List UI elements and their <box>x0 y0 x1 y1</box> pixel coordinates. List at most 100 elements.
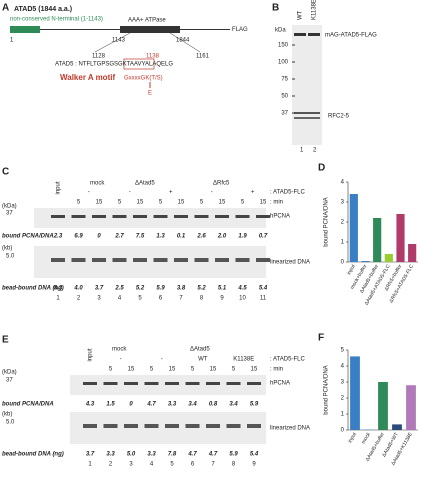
consensus: GxxxxGK(T/S) <box>124 76 163 82</box>
time: 15 <box>251 367 258 373</box>
band <box>308 33 320 36</box>
dna-value: 3.3 <box>147 452 156 458</box>
band <box>103 382 118 385</box>
lane-label: WT <box>298 10 304 20</box>
condition: - <box>88 190 90 196</box>
dna-value: 5.2 <box>197 286 206 292</box>
marker: 100 <box>278 60 289 66</box>
marker-unit: (kDa) <box>2 204 17 210</box>
pcna-value: 4.3 <box>85 402 95 408</box>
band-label: hPCNA <box>270 214 290 220</box>
band <box>112 258 127 262</box>
band <box>133 215 147 218</box>
band <box>71 215 86 218</box>
dna-value: 5.2 <box>136 286 145 292</box>
band <box>256 258 270 262</box>
lane-number: 7 <box>211 462 215 468</box>
band <box>235 258 250 262</box>
marker-unit: (kDa) <box>2 370 17 376</box>
lane-number: 3 <box>129 462 133 468</box>
protein-title: ATAD5 (1844 a.a.) <box>14 6 72 13</box>
ladder-mark <box>292 44 295 46</box>
pcna-value: 0 <box>97 234 101 240</box>
condition: - <box>120 357 122 363</box>
time: 15 <box>210 367 217 373</box>
marker: 5.0 <box>6 254 15 260</box>
row-label: bead-bound DNA (ng) <box>2 286 64 292</box>
pcna-value: 2.6 <box>196 234 206 240</box>
pcna-value: 3.3 <box>168 402 177 408</box>
dna-value: 4.0 <box>73 286 83 292</box>
time: 5 <box>191 367 195 373</box>
panel-label: D <box>318 163 325 174</box>
gel <box>34 246 266 278</box>
pcna-value: 1.3 <box>156 234 165 240</box>
lane-number: 2 <box>77 296 81 302</box>
lane-number: 6 <box>191 462 195 468</box>
marker: 37 <box>6 211 13 217</box>
mutation: E <box>148 91 152 97</box>
row-label: bound PCNA/DNA <box>2 402 54 408</box>
aaa-box <box>120 26 180 33</box>
band <box>103 424 118 428</box>
lane-number: 5 <box>170 462 174 468</box>
nterm-box <box>10 26 40 33</box>
dna-value: 5.9 <box>229 452 238 458</box>
ladder-mark <box>292 95 295 97</box>
time: 5 <box>159 200 163 206</box>
y-axis-label: bound PCNA/DNA <box>324 197 330 246</box>
band-label: hPCNA <box>270 381 290 387</box>
time-unit: : min <box>270 200 283 206</box>
row-label: bead-bound DNA (ng) <box>2 452 64 458</box>
gel <box>34 208 266 228</box>
time: 15 <box>219 200 226 206</box>
band <box>256 215 270 218</box>
lane-label: K1138E <box>312 0 318 20</box>
dna-value: 2.5 <box>114 286 124 292</box>
pcna-value: 3.4 <box>229 402 238 408</box>
bar <box>396 214 405 262</box>
input-label: input <box>88 348 94 361</box>
band <box>226 382 241 385</box>
condition: K1138E <box>233 357 254 363</box>
time: 15 <box>178 200 185 206</box>
lane-number: 8 <box>232 462 236 468</box>
bar <box>384 254 393 262</box>
pos: 1 <box>10 38 14 44</box>
lane-number: 9 <box>220 296 224 302</box>
band-label: linearized DNA <box>270 260 310 266</box>
band <box>235 215 250 218</box>
group: ΔAtad5 <box>190 347 210 353</box>
group: mock <box>90 181 105 187</box>
band <box>144 424 159 428</box>
time: 5 <box>118 200 122 206</box>
band <box>92 258 106 262</box>
band <box>153 215 168 218</box>
dna-value: 5.0 <box>127 452 136 458</box>
band <box>133 258 147 262</box>
band <box>124 382 138 385</box>
marker: 50 <box>281 94 288 100</box>
band <box>71 258 86 262</box>
x-tick-label: mock <box>361 431 372 445</box>
bar <box>349 194 358 262</box>
marker-unit: (kb) <box>2 246 12 252</box>
band <box>247 382 261 385</box>
marker: 37 <box>6 378 13 384</box>
dna-value: 5.4 <box>259 286 268 292</box>
lane-number: 7 <box>179 296 183 302</box>
dna-value: 3.7 <box>95 286 104 292</box>
band <box>194 215 209 218</box>
marker: 37 <box>281 111 288 117</box>
band-label: mAG-ATAD5-FLAG <box>325 33 377 39</box>
gel <box>292 25 322 145</box>
time: 5 <box>232 367 236 373</box>
band-label: RFC2-5 <box>328 114 350 120</box>
band <box>206 424 220 428</box>
band <box>226 424 241 428</box>
band <box>51 215 65 218</box>
condition: - <box>129 190 131 196</box>
pcna-value: 6.9 <box>74 234 83 240</box>
pcna-value: 2.0 <box>217 234 227 240</box>
